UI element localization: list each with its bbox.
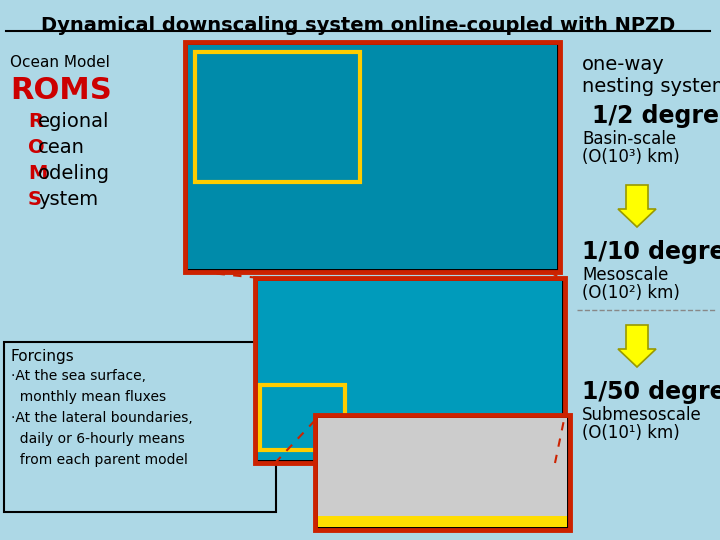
Text: (O(10¹) km): (O(10¹) km)	[582, 424, 680, 442]
Bar	[4, 342, 276, 512]
Text: S: S	[28, 190, 42, 209]
Bar	[195, 52, 360, 182]
Text: odeling: odeling	[38, 164, 110, 183]
Text: ROMS: ROMS	[10, 76, 112, 105]
FancyArrow shape	[618, 325, 656, 367]
Text: ·At the lateral boundaries,: ·At the lateral boundaries,	[11, 411, 193, 425]
Bar	[260, 385, 345, 450]
Text: monthly mean fluxes: monthly mean fluxes	[11, 390, 166, 404]
Text: Mesoscale: Mesoscale	[582, 266, 668, 284]
Bar	[185, 42, 560, 272]
Bar	[255, 278, 565, 463]
Bar	[318, 516, 567, 527]
Text: Basin-scale: Basin-scale	[582, 130, 676, 148]
Text: nesting system: nesting system	[582, 77, 720, 96]
Bar	[258, 281, 562, 460]
Text: Dynamical downscaling system online-coupled with NPZD: Dynamical downscaling system online-coup…	[41, 16, 675, 35]
Text: ystem: ystem	[38, 190, 98, 209]
Bar	[315, 415, 570, 530]
Text: from each parent model: from each parent model	[11, 453, 188, 467]
Text: R: R	[28, 112, 43, 131]
FancyArrow shape	[618, 185, 656, 227]
Text: (O(10²) km): (O(10²) km)	[582, 284, 680, 302]
Text: daily or 6-hourly means: daily or 6-hourly means	[11, 432, 185, 446]
Text: cean: cean	[38, 138, 85, 157]
Text: 1/2 degree: 1/2 degree	[592, 104, 720, 128]
Text: Ocean Model: Ocean Model	[10, 55, 110, 70]
Text: ·At the sea surface,: ·At the sea surface,	[11, 369, 146, 383]
Bar	[315, 415, 570, 530]
Bar	[255, 278, 565, 463]
Bar	[318, 418, 567, 527]
Text: M: M	[28, 164, 48, 183]
Text: 1/10 degree: 1/10 degree	[582, 240, 720, 264]
Text: Forcings: Forcings	[11, 349, 75, 364]
Text: one-way: one-way	[582, 55, 665, 74]
Text: O: O	[28, 138, 45, 157]
Bar	[188, 45, 557, 269]
Text: Submesoscale: Submesoscale	[582, 406, 702, 424]
Text: (O(10³) km): (O(10³) km)	[582, 148, 680, 166]
Text: 1/50 degree: 1/50 degree	[582, 380, 720, 404]
Text: egional: egional	[38, 112, 109, 131]
Bar	[185, 42, 560, 272]
